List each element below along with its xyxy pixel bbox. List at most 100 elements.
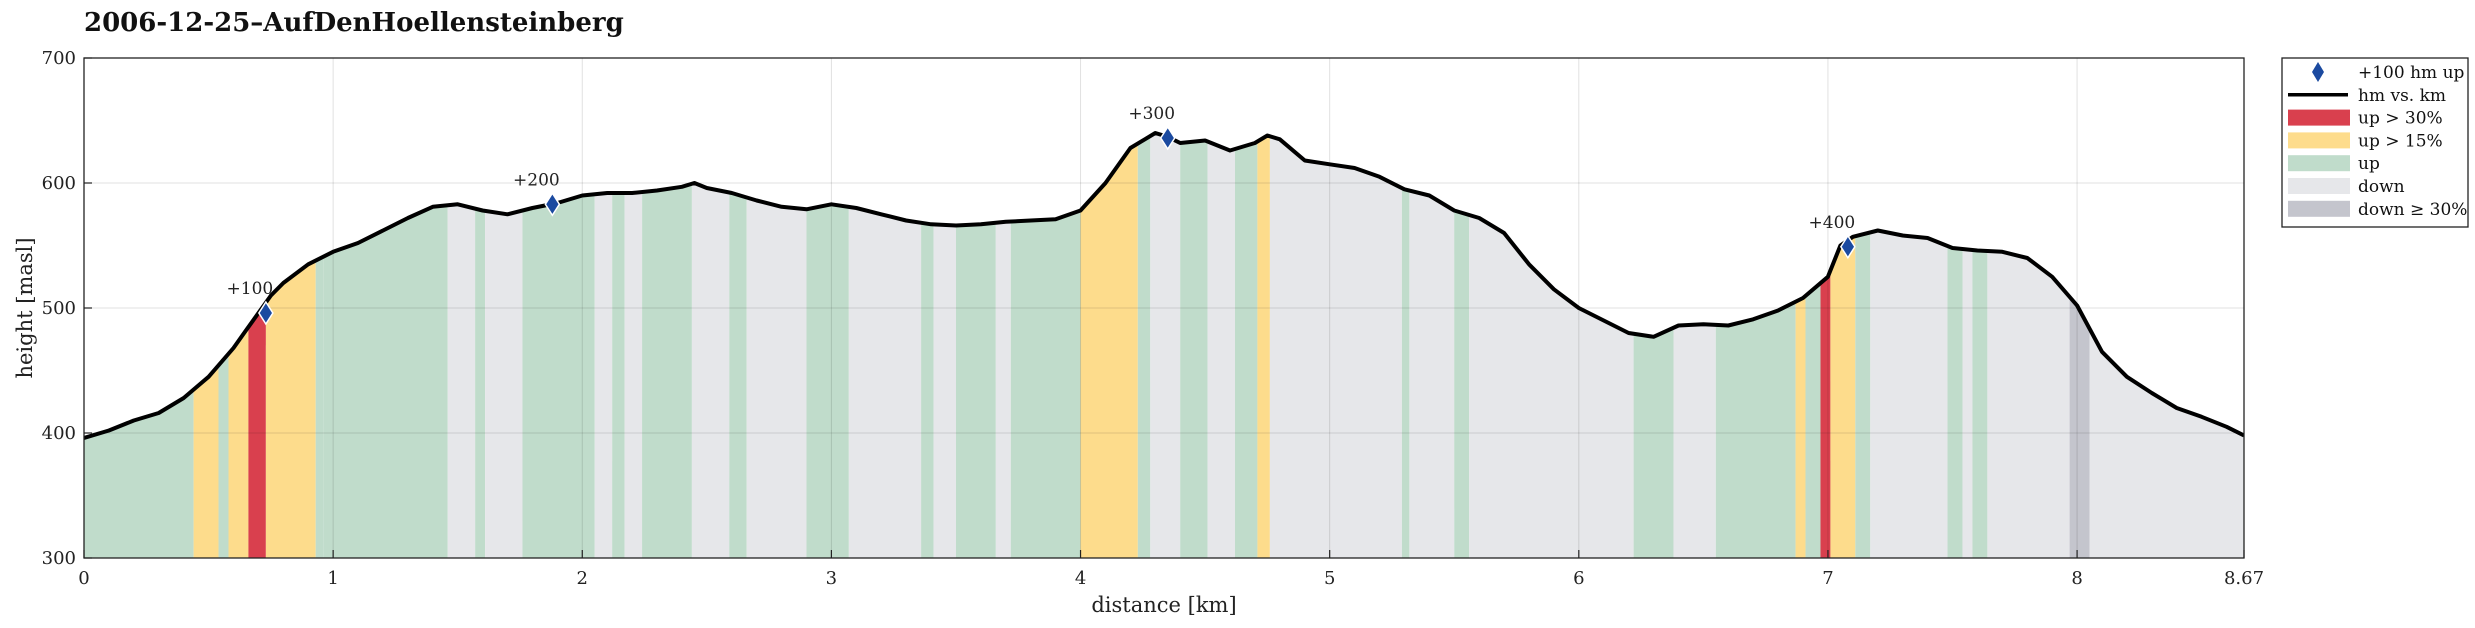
- grid-lines: [84, 58, 2244, 558]
- legend: +100 hm up hm vs. km up > 30%up > 15% up dow…: [2281, 57, 2469, 228]
- legend-label: up: [2358, 154, 2380, 174]
- x-tick-label: 7: [1822, 568, 1833, 589]
- x-tick-label: 8: [2071, 568, 2082, 589]
- slope-band-down: [1870, 230, 1948, 558]
- slope-band-up: [1180, 140, 1208, 558]
- hm-marker-label: +100: [227, 279, 274, 299]
- slope-band-up: [1633, 327, 1674, 558]
- hm-marker: [257, 300, 274, 326]
- slope-band-down: [1962, 249, 1973, 558]
- slope-band-up: [1454, 210, 1470, 558]
- slope-band-down: [1409, 190, 1455, 558]
- slope-band-up30: [248, 302, 266, 558]
- slope-band-down: [1469, 215, 1634, 558]
- slope-band-down30: [2069, 296, 2090, 558]
- x-tick-label: 5: [1324, 568, 1335, 589]
- slope-band-down: [995, 221, 1011, 558]
- legend-label: up > 30%: [2358, 109, 2443, 129]
- slope-band-up: [729, 192, 747, 558]
- slope-band-up: [1235, 141, 1258, 558]
- y-tick-label: 700: [42, 48, 76, 69]
- y-tick-label: 400: [42, 423, 76, 444]
- slope-band-up: [1010, 210, 1081, 558]
- slope-band-down: [485, 210, 523, 558]
- legend-swatch-up: [2288, 155, 2350, 172]
- elevation-line: [84, 131, 2244, 440]
- slope-band-up15: [265, 260, 316, 558]
- hm-marker-label: +300: [1128, 104, 1175, 124]
- hm-marker-label: +200: [513, 170, 560, 190]
- slope-band-up: [642, 183, 692, 558]
- y-tick-label: 300: [42, 548, 76, 569]
- slope-band-down: [848, 206, 922, 558]
- legend-swatch-down: [2288, 178, 2350, 194]
- y-tick-label: 500: [42, 298, 76, 319]
- slope-band-up: [218, 353, 229, 558]
- hm-marker: [1839, 234, 1856, 260]
- slope-band-up: [1947, 246, 1963, 558]
- slope-band-up: [315, 256, 324, 558]
- slope-band-down: [1987, 251, 2070, 558]
- y-axis-label: height [masl]: [13, 237, 37, 378]
- slope-band-down: [1150, 133, 1181, 558]
- slope-band-down: [691, 183, 730, 558]
- slope-band-up: [522, 194, 595, 558]
- slope-band-up: [921, 222, 934, 558]
- slope-band-up: [806, 204, 849, 558]
- height-markers: +100 +200 +300 +400: [227, 104, 1856, 326]
- y-tick-label: 600: [42, 173, 76, 194]
- slope-band-down: [1269, 136, 1402, 558]
- slope-band-down: [594, 193, 613, 558]
- slope-band-up: [612, 193, 625, 558]
- slope-bands: [84, 133, 2244, 558]
- slope-band-up: [475, 208, 486, 558]
- x-tick-label: 0: [78, 568, 89, 589]
- legend-label: hm vs. km: [2358, 86, 2446, 106]
- slope-band-down: [933, 224, 956, 558]
- hm-marker-label: +400: [1809, 213, 1856, 233]
- slope-band-up: [1855, 232, 1871, 558]
- slope-band-up15: [228, 327, 249, 558]
- x-tick-label: 4: [1075, 568, 1086, 589]
- legend-swatch-up30: [2288, 109, 2350, 126]
- slope-band-up: [955, 222, 996, 558]
- x-tick-label: 3: [826, 568, 837, 589]
- slope-band-down: [1673, 324, 1716, 558]
- slope-band-down: [746, 197, 807, 558]
- slope-band-down: [447, 204, 476, 558]
- x-axis-ticks: 0 1 2 3 4 5 6 7 8 8.67: [78, 550, 2264, 589]
- slope-band-up: [1137, 136, 1151, 558]
- legend-label: down: [2358, 177, 2405, 197]
- legend-label: down ≥ 30%: [2358, 200, 2467, 220]
- x-tick-label: 1: [327, 568, 338, 589]
- slope-band-up15: [1080, 143, 1138, 558]
- hm-marker: [1159, 125, 1176, 151]
- legend-marker-swatch: [2312, 62, 2324, 82]
- slope-band-up15: [1795, 295, 1806, 558]
- slope-band-up: [1972, 250, 1988, 558]
- slope-band-up: [84, 389, 194, 558]
- slope-band-up: [323, 205, 448, 558]
- x-tick-label: 6: [1573, 568, 1584, 589]
- legend-swatch-up15: [2288, 132, 2350, 149]
- legend-label: +100 hm up: [2358, 63, 2465, 83]
- slope-band-up: [1401, 188, 1410, 558]
- x-axis-label: distance [km]: [1091, 593, 1236, 617]
- slope-band-up15: [1830, 236, 1856, 558]
- slope-band-down: [624, 192, 643, 558]
- slope-band-down: [2089, 328, 2244, 558]
- hm-marker: [544, 191, 561, 217]
- slope-band-up: [1805, 283, 1821, 558]
- legend-label: up > 15%: [2358, 131, 2443, 151]
- x-tick-label: 8.67: [2224, 568, 2264, 589]
- slope-band-up: [1715, 301, 1796, 558]
- legend-swatch-down30: [2288, 200, 2350, 217]
- slope-band-up30: [1820, 270, 1831, 558]
- x-tick-label: 2: [577, 568, 588, 589]
- y-axis-ticks: 300 400 500 600 700: [42, 48, 92, 569]
- slope-band-up15: [1257, 135, 1270, 558]
- chart-title: 2006-12-25–AufDenHoellensteinberg: [84, 8, 624, 38]
- slope-band-down: [1207, 141, 1236, 558]
- slope-band-up15: [193, 365, 219, 558]
